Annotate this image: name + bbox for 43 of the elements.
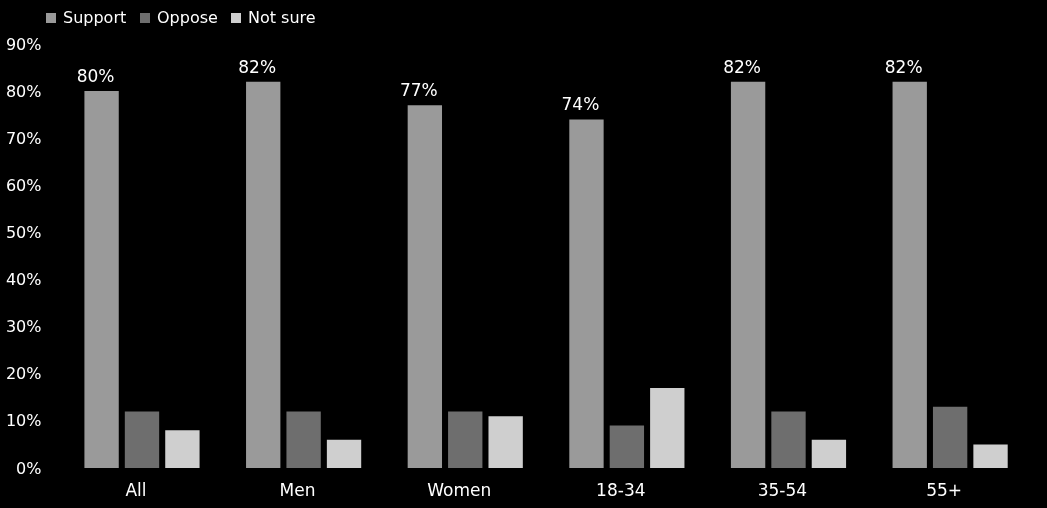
data-label: 82% — [238, 56, 277, 77]
y-tick-label: 60% — [5, 175, 42, 195]
bar — [771, 411, 806, 468]
bar — [730, 81, 766, 468]
bar — [246, 81, 281, 468]
y-tick-label: 10% — [5, 411, 42, 431]
x-tick-label: All — [125, 479, 147, 500]
bar — [932, 406, 968, 468]
y-tick-label: 40% — [5, 270, 42, 290]
bar — [973, 444, 1008, 468]
bar — [569, 119, 604, 468]
bar — [609, 425, 645, 468]
x-tick-label: Women — [427, 479, 492, 500]
y-tick-label: 50% — [5, 222, 42, 242]
x-tick-label: Men — [279, 479, 316, 500]
data-label: 74% — [561, 94, 600, 115]
bar — [448, 411, 483, 468]
x-tick-label: 18-34 — [596, 479, 646, 500]
x-tick-label: 55+ — [926, 479, 963, 500]
data-label: 77% — [399, 80, 438, 101]
y-tick-label: 20% — [5, 364, 42, 384]
y-tick-label: 30% — [5, 317, 42, 337]
bar — [811, 439, 847, 468]
legend-label: Not sure — [248, 8, 316, 27]
bar — [286, 411, 321, 468]
bar — [326, 439, 362, 468]
y-tick-label: 80% — [5, 81, 42, 101]
bar — [650, 387, 685, 468]
legend-label: Support — [63, 8, 127, 27]
x-tick-label: 35-54 — [757, 479, 808, 500]
data-label: 82% — [723, 56, 761, 77]
data-label: 82% — [884, 56, 923, 77]
y-tick-label: 0% — [16, 458, 42, 478]
y-tick-label: 70% — [5, 128, 42, 148]
bar — [488, 416, 523, 468]
legend-label: Oppose — [157, 8, 218, 27]
bar — [124, 411, 160, 468]
bar — [407, 105, 443, 468]
data-label: 80% — [76, 66, 115, 87]
bar — [892, 81, 927, 468]
y-tick-label: 90% — [5, 34, 42, 54]
bar — [165, 430, 200, 468]
bar — [84, 91, 119, 468]
